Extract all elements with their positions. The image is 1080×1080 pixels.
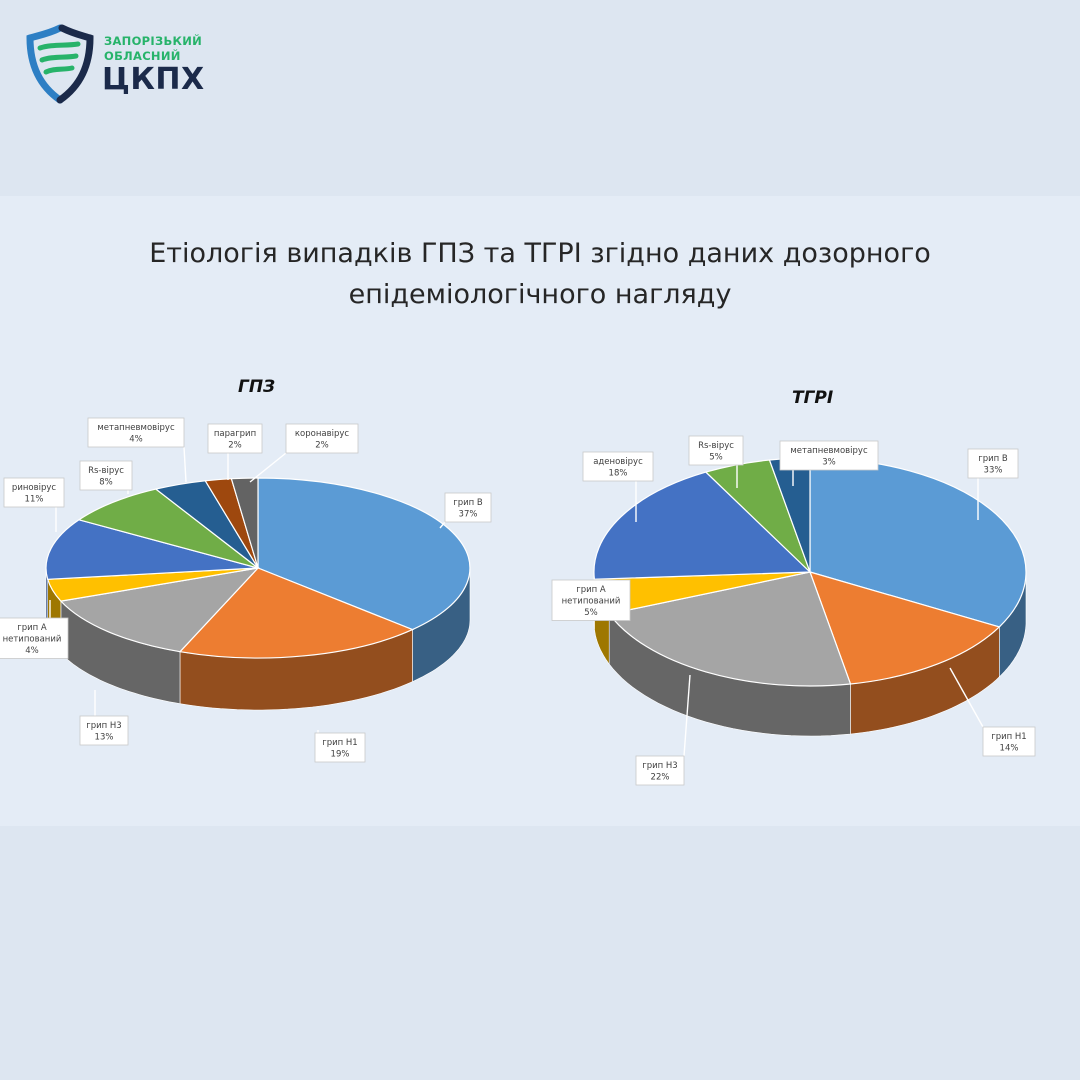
- pie-1-label-4-value: 18%: [609, 469, 628, 479]
- pie-1-leader-2: [683, 674, 691, 757]
- pie-0-label-box-5: [79, 460, 133, 491]
- pie-0-label-5-value: 8%: [99, 478, 113, 488]
- pie-0: грип B 37% грип H1 19% грип H3 13% грип А нетип…: [0, 417, 492, 763]
- pie-1-label-3-value: 5%: [584, 608, 598, 618]
- pie-1-label-3-text: грип А: [576, 585, 606, 595]
- pie-0-label-0-text: грип B: [453, 498, 483, 508]
- pie-1-slice-4: [593, 471, 812, 580]
- pie-1-label-6-text: метапневмовірус: [790, 446, 868, 456]
- pie-1-label-1-text: грип H1: [991, 732, 1026, 742]
- pie-1-label-5-text: Rs-вірус: [698, 441, 734, 451]
- pie-title-gpz: ГПЗ: [238, 377, 276, 397]
- pie-1-label-1-value: 14%: [1000, 744, 1019, 754]
- pie-0-label-box-0: [444, 492, 492, 523]
- pie-0-slice-4: [45, 519, 259, 580]
- pie-1-label-0-value: 33%: [984, 466, 1003, 476]
- pie-0-label-2-text: грип H3: [86, 721, 121, 731]
- pie-1-label-2-value: 22%: [651, 773, 670, 783]
- pie-1-slice-2: [608, 571, 852, 687]
- pie-0-slice-1: [178, 567, 415, 659]
- pie-0-label-6-value: 4%: [129, 435, 143, 445]
- pie-1-leader-1: [949, 667, 984, 728]
- shield-icon: [26, 24, 94, 104]
- pie-0-label-1-value: 19%: [331, 750, 350, 760]
- pie-0-label-4-text: риновірус: [12, 483, 56, 493]
- logo: ЗАПОРІЗЬКИЙ ОБЛАСНИЙ ЦКПХ: [26, 24, 226, 108]
- pie-0-slice-2: [59, 567, 260, 653]
- pie-1-label-box-0: [967, 448, 1019, 479]
- pie-0-label-3-value: 4%: [25, 646, 39, 656]
- pie-1-label-box-2: [635, 755, 685, 786]
- page-title-line-1: Етіологія випадків ГПЗ та ТГРІ згідно да…: [149, 238, 931, 269]
- pie-title-tgri: ТГРІ: [792, 388, 834, 408]
- page-title-line-2: епідеміологічного нагляду: [348, 279, 732, 310]
- page-title: Етіологія випадків ГПЗ та ТГРІ згідно да…: [90, 233, 990, 315]
- pie-0-leader-6: [183, 446, 187, 483]
- pie-1-label-box-6: [779, 440, 879, 471]
- pie-1-label-3-text: нетипований: [562, 597, 621, 607]
- pie-1-label-box-4: [582, 451, 654, 482]
- pie-0-label-7-text: парагрип: [214, 429, 256, 439]
- pie-0-label-8-text: коронавірус: [295, 429, 349, 439]
- pie-0-slice-0: [257, 477, 471, 631]
- logo-abbreviation: ЦКПХ: [102, 62, 205, 97]
- pie-0-label-7-value: 2%: [228, 441, 242, 451]
- pie-0-label-6-text: метапневмовірус: [97, 423, 175, 433]
- pie-0-label-0-value: 37%: [459, 510, 478, 520]
- pie-1-label-2-text: грип H3: [642, 761, 677, 771]
- logo-line-1: ЗАПОРІЗЬКИЙ: [104, 34, 203, 48]
- pie-0-label-2-value: 13%: [95, 733, 114, 743]
- pie-0-leader-8: [249, 452, 287, 483]
- pie-0-label-8-value: 2%: [315, 441, 329, 451]
- pie-0-label-4-value: 11%: [25, 495, 44, 505]
- pie-0-label-5-text: Rs-вірус: [88, 466, 124, 476]
- pie-0-label-box-7: [207, 423, 263, 454]
- pie-1-label-box-5: [688, 435, 744, 466]
- pie-1-slice-1: [809, 571, 1001, 685]
- pie-0-label-box-4: [3, 477, 65, 508]
- pie-0-label-3-text: грип А: [17, 623, 47, 633]
- pie-0-slice-8: [230, 477, 259, 569]
- pie-1: грип B 33% грип H1 14% грип H3 22% грип А нетип…: [551, 435, 1036, 786]
- pie-1-label-6-value: 3%: [822, 458, 836, 468]
- pie-0-label-box-1: [314, 732, 366, 763]
- pie-1-label-box-3: [551, 579, 631, 621]
- pie-1-label-5-value: 5%: [709, 453, 723, 463]
- logo-line-2: ОБЛАСНИЙ: [104, 49, 181, 63]
- pie-0-label-1-text: грип H1: [322, 738, 357, 748]
- pie-0-slice-5: [77, 488, 259, 569]
- pie-0-label-box-6: [87, 417, 185, 448]
- pie-0-leader-0: [439, 521, 446, 529]
- pie-0-label-box-8: [285, 423, 359, 454]
- pie-1-label-box-1: [982, 726, 1036, 757]
- pie-1-label-4-text: аденовірус: [593, 457, 643, 467]
- pie-1-label-0-text: грип B: [978, 454, 1008, 464]
- pie-0-label-box-2: [79, 715, 129, 746]
- pie-0-label-box-3: [0, 617, 69, 659]
- pie-0-label-3-text: нетипований: [3, 635, 62, 645]
